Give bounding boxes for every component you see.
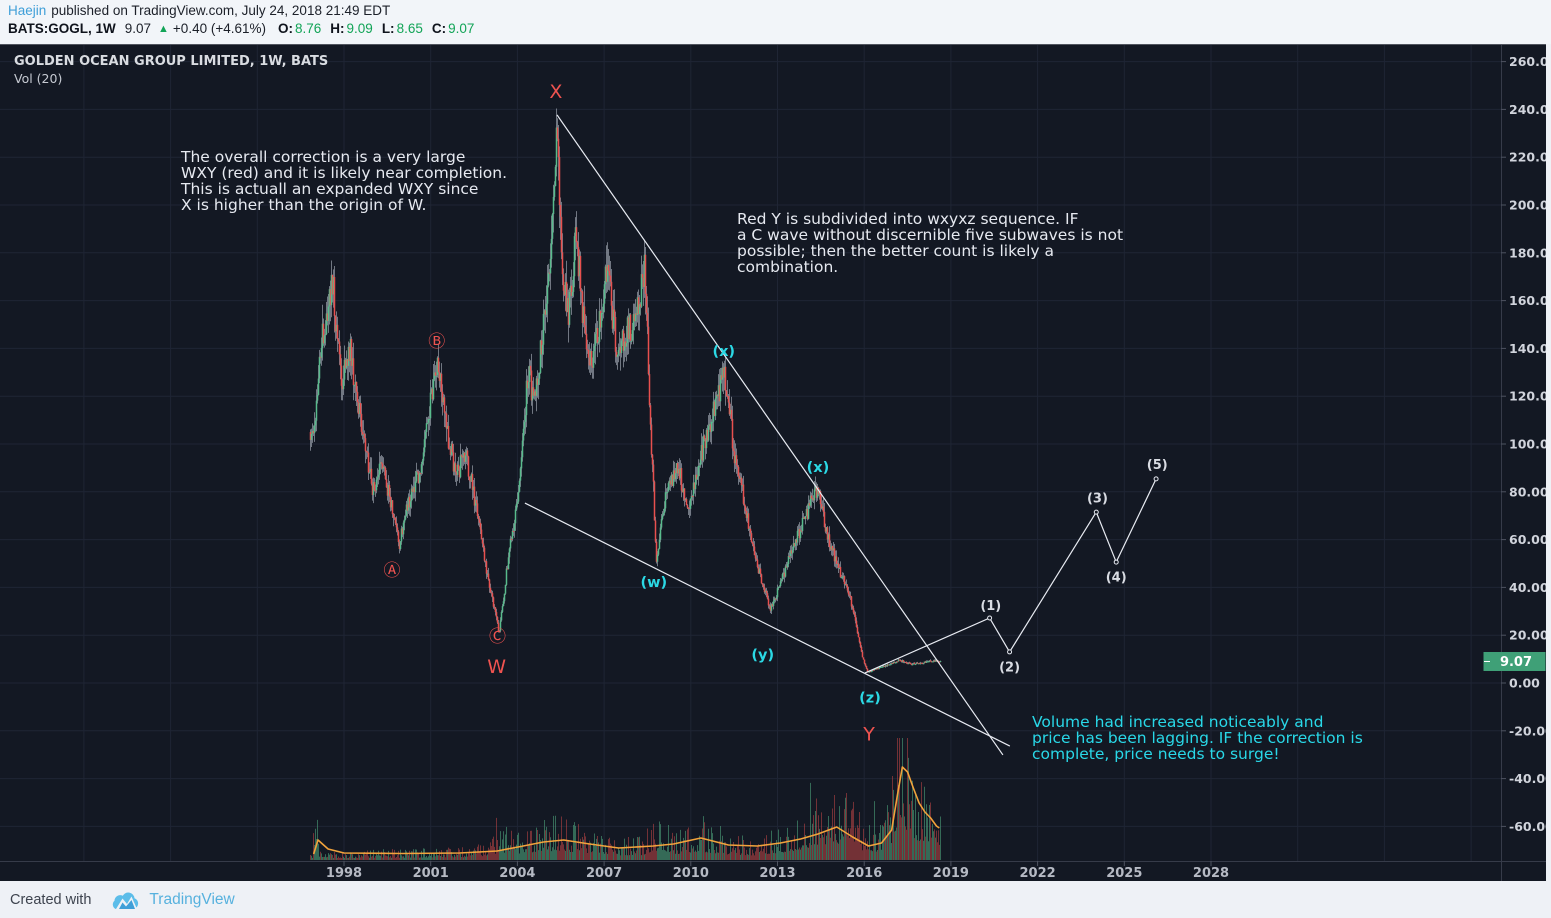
low-label: L: [381,21,395,36]
price-tick-label: 140.00 [1509,341,1546,356]
publish-text: published on TradingView.com, July 24, 2… [51,3,391,18]
close-label: C: [431,21,447,36]
time-tick-label: 2028 [1193,866,1229,881]
wave-x1: (x) [712,344,735,360]
time-tick-label: 1998 [326,866,362,881]
volume-bars [310,738,941,860]
time-tick-label: 2013 [759,866,795,881]
price-tick-label: 100.00 [1509,437,1546,452]
wave-4: (4) [1106,571,1127,586]
up-triangle-icon: ▲ [158,22,169,35]
close-value: 9.07 [448,21,475,36]
chart-svg[interactable]: X Ⓐ Ⓑ Ⓒ W Y (w) (x) (y) (x) (z) (1) (2) (3) (4) (5) The … [0,44,1551,881]
price-tick-label: 220.00 [1509,150,1546,165]
right-margin-strip [1546,44,1551,881]
candle-bodies [309,127,942,673]
price-tick-label: 160.00 [1509,293,1546,308]
open-label: O: [278,21,293,36]
time-tick-label: 2019 [933,866,969,881]
price-tick-label: 40.00 [1509,580,1546,595]
wave-w: (w) [640,575,667,591]
wave-circ-B: Ⓑ [428,332,445,352]
time-tick-label: 2022 [1020,866,1056,881]
wave-circ-C: Ⓒ [489,627,506,647]
price-tick-label: 60.00 [1509,532,1546,547]
wave-circ-A: Ⓐ [383,561,400,581]
note-volume: Volume had increased noticeably and price… [1032,713,1363,763]
line-from-x[interactable] [556,114,1004,756]
wave-1: (1) [980,599,1001,614]
created-with-text: Created with [10,891,92,908]
note-red-y: Red Y is subdivided into wxyxz sequence.… [737,210,1123,276]
price-tick-label: 200.00 [1509,198,1546,213]
high-value: 9.09 [346,21,373,36]
chart-legend-title: GOLDEN OCEAN GROUP LIMITED, 1W, BATS [14,54,328,69]
last-price-badge-text: 9.07 [1500,655,1532,670]
axes [0,44,1546,881]
open-value: 8.76 [295,21,322,36]
time-tick-label: 2004 [499,866,535,881]
time-tick-label: 2007 [586,866,622,881]
last-price-badge [1483,652,1546,671]
symbol-line: BATS:GOGL, 1W 9.07 ▲ +0.40 (+4.61%) O: 8.… [8,21,474,36]
ohlc-group: O: 8.76 H: 9.09 L: 8.65 C: 9.07 [278,21,474,36]
wave-x2: (x) [807,460,830,476]
wave-y: (y) [751,647,774,663]
tradingview-logo-icon [113,892,139,909]
wave-2: (2) [999,661,1020,676]
price-tick-label: 0.00 [1509,676,1540,691]
chart-legend-indicator: Vol (20) [14,71,62,86]
high-label: H: [330,21,345,36]
price-tick-label: 180.00 [1509,245,1546,260]
symbol-label: BATS:GOGL, 1W [8,21,116,36]
wave-3: (3) [1087,492,1108,507]
time-tick-label: 2010 [673,866,709,881]
price-tick-label: 260.00 [1509,54,1546,69]
volume-ma-line [312,766,940,855]
forecast-impulse[interactable] [864,476,1159,674]
price-tick-label: -20.00 [1509,723,1546,738]
wave-Y: Y [862,724,875,746]
time-tick-label: 2025 [1106,866,1142,881]
time-tick-label: 2016 [846,866,882,881]
wave-X: X [549,81,562,103]
price-tick-label: 240.00 [1509,102,1546,117]
footer-bar: Created with TradingView [0,881,1551,918]
last-price: 9.07 [124,21,152,36]
wave-z: (z) [859,690,881,706]
wave-W: W [487,656,506,678]
price-tick-label: 80.00 [1509,484,1546,499]
time-axis[interactable] [343,861,1212,866]
lower-trendline[interactable] [524,502,1011,747]
wave-5: (5) [1147,458,1168,473]
tradingview-brand-link[interactable]: TradingView [149,890,235,908]
note-wxy: The overall correction is a very large WX… [180,148,507,214]
price-tick-label: -40.00 [1509,771,1546,786]
header-bar: Haejin published on TradingView.com, Jul… [0,0,1551,44]
time-tick-label: 2001 [413,866,449,881]
price-tick-label: 120.00 [1509,389,1546,404]
publish-line: Haejin published on TradingView.com, Jul… [8,3,390,18]
author-link[interactable]: Haejin [8,3,47,18]
low-value: 8.65 [396,21,423,36]
chart-area[interactable]: X Ⓐ Ⓑ Ⓒ W Y (w) (x) (y) (x) (z) (1) (2) (3) (4) (5) The … [0,44,1551,881]
price-axis[interactable] [1501,61,1506,827]
price-tick-label: -60.00 [1509,819,1546,834]
price-change: +0.40 (+4.61%) [172,21,266,36]
price-tick-label: 20.00 [1509,628,1546,643]
